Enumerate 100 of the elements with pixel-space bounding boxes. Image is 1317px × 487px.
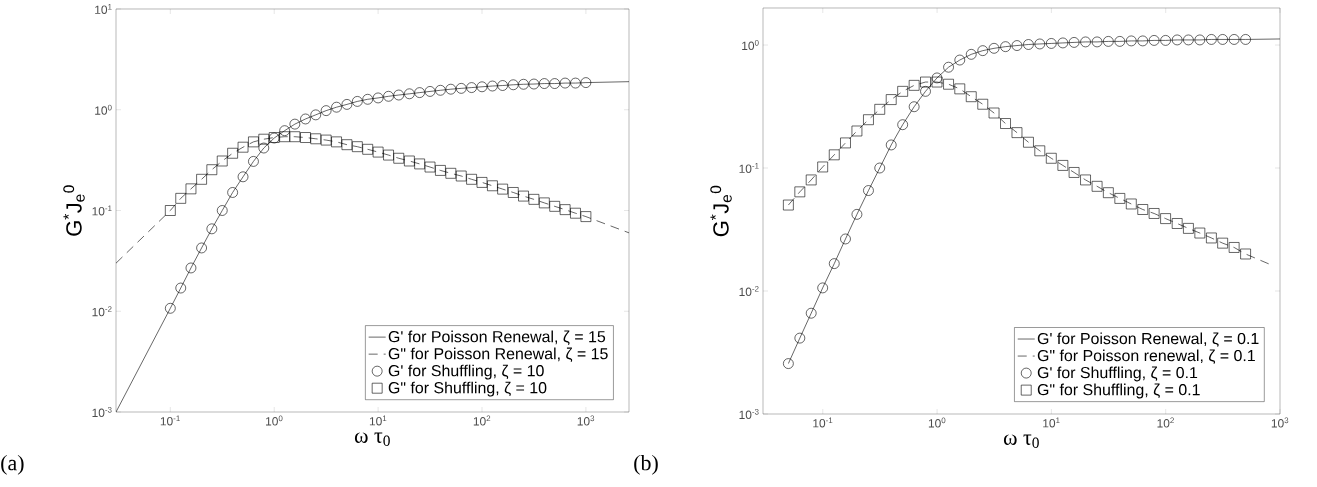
point xyxy=(476,81,488,93)
point xyxy=(1137,204,1149,215)
point xyxy=(393,152,405,164)
point xyxy=(1023,39,1034,50)
point xyxy=(352,96,363,107)
point xyxy=(248,156,259,167)
point xyxy=(455,170,467,182)
y-tick-label: 10$^{-2}$ xyxy=(739,286,759,297)
point xyxy=(1171,34,1183,46)
point xyxy=(341,99,353,110)
x-tick-label: 10$^{0}$ xyxy=(266,415,283,426)
point xyxy=(549,201,561,212)
point xyxy=(817,161,828,173)
point xyxy=(1137,35,1149,47)
point xyxy=(279,131,290,143)
point xyxy=(817,282,828,294)
point xyxy=(1240,248,1251,260)
point xyxy=(424,161,436,173)
point xyxy=(507,79,519,91)
point xyxy=(216,155,228,167)
point xyxy=(1217,237,1228,249)
point xyxy=(1125,198,1137,210)
point xyxy=(897,86,908,97)
point xyxy=(805,174,817,186)
point xyxy=(279,125,290,136)
point xyxy=(497,183,508,195)
point xyxy=(908,80,920,91)
point xyxy=(310,133,322,145)
point xyxy=(988,107,1000,119)
point xyxy=(954,83,966,95)
point xyxy=(372,146,384,158)
point xyxy=(783,358,794,369)
legend-label: G' for Poisson Renewal, ζ = 15 xyxy=(388,330,606,345)
point xyxy=(414,158,425,170)
point xyxy=(424,86,436,97)
point xyxy=(570,77,581,89)
point xyxy=(362,144,373,155)
point xyxy=(206,223,218,235)
point xyxy=(1160,213,1171,224)
point xyxy=(206,164,218,176)
point xyxy=(549,78,561,89)
point xyxy=(570,207,581,219)
point xyxy=(435,165,446,176)
point xyxy=(435,84,446,96)
point xyxy=(1206,34,1217,45)
point xyxy=(528,194,540,205)
point xyxy=(1068,167,1080,178)
point xyxy=(1011,40,1023,51)
y-tick-label: 10$^{1}$ xyxy=(95,4,112,14)
point xyxy=(539,197,550,209)
y-axis-title: G$^{*}$J$_{e}$0 xyxy=(710,185,732,237)
point xyxy=(1103,36,1114,47)
point xyxy=(1091,36,1103,48)
point xyxy=(445,83,457,95)
point xyxy=(559,204,571,215)
x-tick-label: 10$^{3}$ xyxy=(1271,417,1289,428)
text: (a) xyxy=(1,454,24,475)
point xyxy=(1114,193,1126,204)
point xyxy=(1194,227,1206,239)
point xyxy=(580,77,592,88)
point xyxy=(1057,37,1069,49)
point xyxy=(840,233,851,245)
y-tick-label: 10$^{-1}$ xyxy=(739,163,759,173)
point xyxy=(965,49,977,60)
point xyxy=(863,185,874,196)
point xyxy=(1183,223,1194,234)
point xyxy=(196,242,207,254)
point xyxy=(977,98,989,110)
point xyxy=(828,149,840,161)
y-tick-label: 10$^{0}$ xyxy=(95,104,112,115)
point xyxy=(1034,145,1046,157)
legend-label: G' for Shuffling, ζ = 0.1 xyxy=(1037,366,1198,382)
point xyxy=(1125,35,1137,47)
point xyxy=(920,76,931,88)
point xyxy=(507,187,519,198)
point xyxy=(341,139,353,150)
point xyxy=(331,101,342,113)
point xyxy=(885,94,897,105)
point xyxy=(874,162,886,174)
point xyxy=(466,174,477,185)
point xyxy=(165,302,176,314)
point xyxy=(320,105,332,116)
point xyxy=(528,78,540,90)
x-axis-title: ω τ$_{0}$ xyxy=(354,432,390,446)
point xyxy=(931,76,943,88)
point xyxy=(258,133,270,145)
point xyxy=(885,139,897,151)
point xyxy=(1228,34,1240,45)
point xyxy=(943,61,954,73)
legend-label: G" for Shuffling, ζ = 0.1 xyxy=(1037,383,1200,399)
point xyxy=(943,78,954,90)
point xyxy=(1114,36,1126,47)
point xyxy=(965,91,977,102)
point xyxy=(897,119,908,130)
point xyxy=(518,78,529,90)
point xyxy=(988,43,1000,54)
point xyxy=(1045,38,1057,49)
x-tick-label: 10$^{1}$ xyxy=(369,415,387,426)
point xyxy=(977,45,989,56)
point xyxy=(362,93,373,105)
